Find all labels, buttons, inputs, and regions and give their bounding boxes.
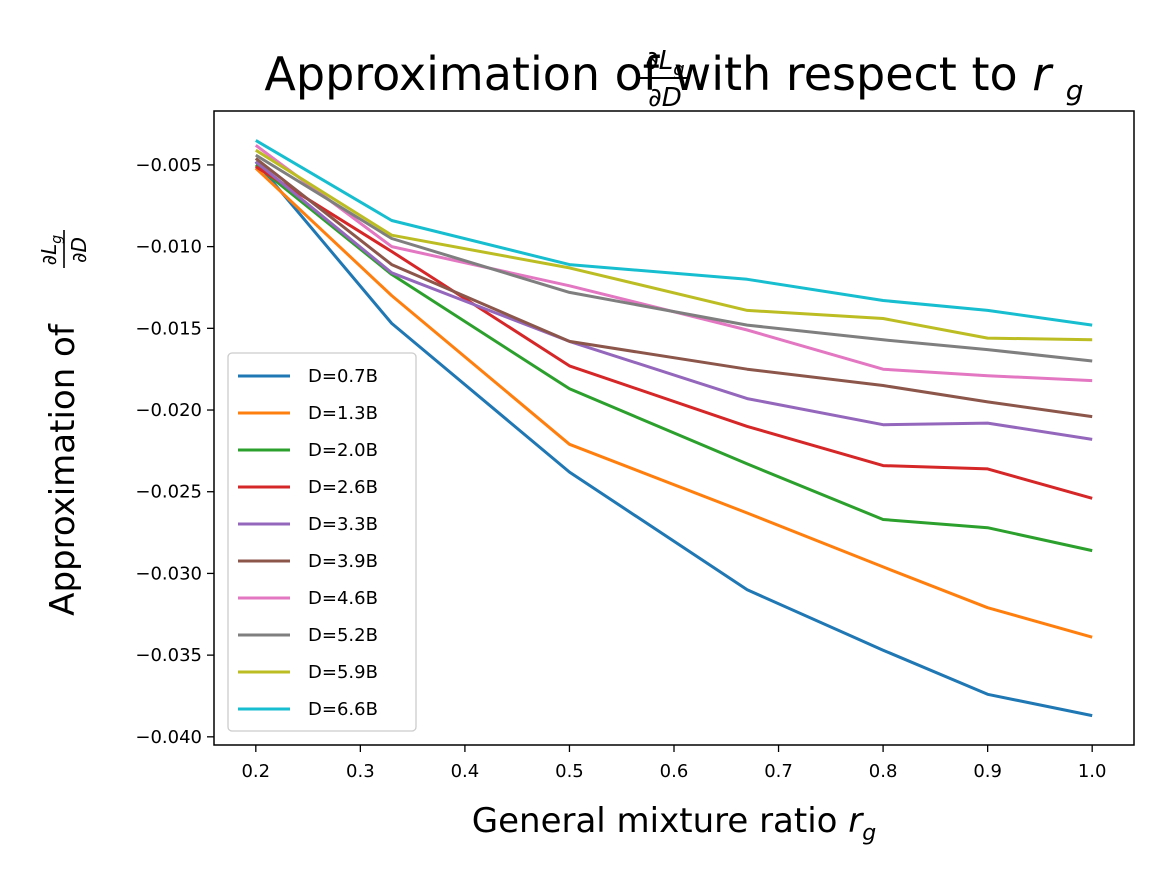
title-variable: r [1032,47,1054,101]
x-axis-title-text: General mixture ratio [472,801,849,841]
x-axis-title-variable-subscript: g [862,821,876,846]
x-axis-title: General mixture ratio rg [472,801,877,846]
series-line-d-1-3b [254,167,1093,639]
series-line-d-4-6b [254,144,1093,383]
series-line-d-5-9b [255,148,1093,342]
legend-label: D=3.9B [308,551,378,572]
x-tick-label: 0.3 [346,761,375,782]
title-fraction-numerator: ∂Lg [645,46,684,80]
x-tick-label: 0.9 [973,761,1002,782]
x-tick-label: 0.8 [869,761,898,782]
title-fraction-denominator: ∂D [648,83,681,113]
y-tick-label: −0.010 [135,237,202,258]
legend-label: D=2.6B [308,477,378,498]
x-tick-label: 0.2 [241,761,270,782]
y-axis-title-text: Approximation of [43,323,83,616]
legend: D=0.7B D=1.3B D=2.0B D=2.6B D=3.3B D=3.9B D=4.… [227,352,417,732]
legend-label: D=0.7B [308,366,378,387]
x-tick-label: 0.5 [555,761,584,782]
y-axis-title: Approximation of ∂Lg ∂D [37,230,91,616]
chart-title: Approximation of with respect to r g [264,47,1083,107]
y-axis: −0.005 −0.010 −0.015 −0.020 −0.025 −0.030 −0.0… [135,155,214,748]
y-tick-label: −0.020 [135,400,202,421]
legend-label: D=3.3B [308,514,378,535]
y-tick-label: −0.030 [135,563,202,584]
legend-label: D=6.6B [308,699,378,720]
x-tick-label: 0.6 [660,761,689,782]
title-variable-subscript: g [1066,74,1084,107]
legend-label: D=5.2B [308,625,378,646]
series-line-d-6-6b [255,139,1093,327]
x-axis: 0.2 0.3 0.4 0.5 0.6 0.7 0.8 0.9 1.0 [241,745,1107,782]
y-tick-label: −0.025 [135,482,202,503]
title-suffix: with respect to [674,47,1033,101]
x-axis-title-variable: r [848,801,864,841]
x-tick-label: 0.7 [764,761,793,782]
title-fraction: ∂Lg ∂D [640,46,690,113]
series-line-d-2-6b [255,165,1093,500]
x-tick-label: 1.0 [1078,761,1107,782]
y-tick-label: −0.005 [135,155,202,176]
y-tick-label: −0.015 [135,318,202,339]
legend-label: D=1.3B [308,403,378,424]
x-tick-label: 0.4 [451,761,480,782]
series-line-d-3-9b [254,157,1093,419]
legend-label: D=5.9B [308,662,378,683]
title-prefix: Approximation of [264,47,673,101]
series-line-d-3-3b [254,160,1093,441]
y-axis-fraction-numerator: ∂Lg [37,235,65,265]
series-lines [254,139,1093,718]
y-axis-fraction-denominator: ∂D [67,237,91,263]
series-line-d-0-7b [254,160,1093,718]
legend-label: D=2.0B [308,440,378,461]
series-line-d-5-2b [255,153,1093,363]
y-tick-label: −0.040 [135,727,202,748]
y-tick-label: −0.035 [135,645,202,666]
legend-label: D=4.6B [308,588,378,609]
plot-frame [213,110,1135,746]
